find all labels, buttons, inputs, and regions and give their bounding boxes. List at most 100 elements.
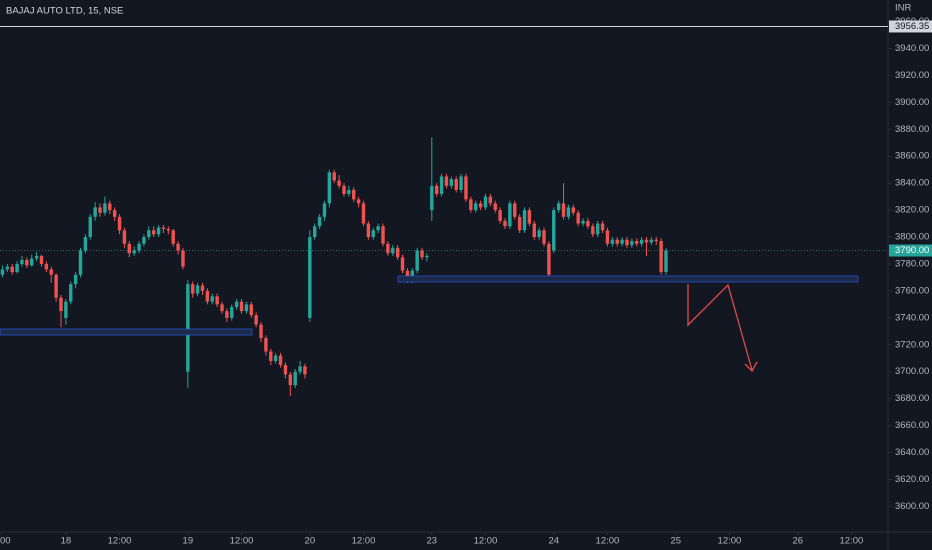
y-tick-label: 3900.00 (895, 97, 929, 108)
candle-body (230, 307, 234, 318)
candle-body (78, 250, 83, 275)
candle-body (610, 239, 615, 244)
candle-body (288, 374, 293, 386)
candle-body (186, 284, 190, 372)
candle-body (469, 199, 473, 211)
candle-body (283, 364, 288, 375)
candle-body (464, 176, 468, 200)
candle-body (122, 230, 127, 244)
candle-body (361, 203, 366, 224)
candle-body (532, 223, 536, 238)
candle-body (444, 176, 449, 186)
candle-body (181, 250, 185, 267)
candle-body (93, 207, 97, 217)
x-tick-label: 12:00 (230, 536, 254, 547)
candle-body (142, 237, 146, 244)
candle-body (561, 203, 566, 217)
candle-body (581, 220, 585, 224)
y-tick-label: 3620.00 (895, 474, 929, 485)
candle-body (395, 247, 400, 258)
candle-body (269, 351, 273, 361)
candle-body (410, 270, 414, 281)
candle-body (210, 296, 214, 302)
candle-body (425, 255, 429, 258)
candle-body (83, 237, 88, 251)
candle-body (64, 301, 68, 318)
y-tick-label: 3660.00 (895, 420, 929, 431)
candle-body (317, 216, 322, 227)
y-tick-label: 3600.00 (895, 501, 929, 512)
candle-body (654, 239, 658, 242)
candle-body (273, 355, 278, 361)
candle-body (620, 239, 624, 244)
candle-body (151, 230, 156, 235)
x-tick-label: 12:00 (840, 536, 864, 547)
x-tick-label: 12:00 (596, 536, 620, 547)
candle-body (239, 301, 244, 312)
candle-body (659, 241, 663, 273)
candle-body (69, 284, 73, 302)
candle-body (171, 230, 175, 244)
candle-body (264, 338, 268, 352)
candle-body (132, 250, 136, 254)
x-tick-label: 12:00 (474, 536, 498, 547)
x-tick-label: 23 (427, 536, 438, 547)
candle-body (605, 230, 610, 244)
x-tick-label: 19 (183, 536, 194, 547)
candle-body (205, 290, 210, 302)
candle-body (312, 226, 317, 238)
x-tick-label: 12:00 (108, 536, 132, 547)
candle-body (459, 176, 463, 190)
candle-body (376, 226, 380, 231)
candle-body (420, 250, 424, 258)
y-tick-label: 3720.00 (895, 339, 929, 350)
candle-body (488, 196, 493, 204)
y-tick-label: 3760.00 (895, 285, 929, 296)
candle-body (30, 258, 34, 266)
candle-body (39, 255, 44, 264)
y-tick-label: 3740.00 (895, 312, 929, 323)
candle-body (332, 172, 336, 181)
candle-body (293, 371, 297, 386)
candle-body (571, 207, 576, 213)
candle-body (244, 304, 249, 312)
candle-body (259, 324, 263, 339)
candle-body (5, 266, 10, 270)
candle-body (215, 296, 219, 305)
candle-body (220, 304, 224, 312)
candle-body (10, 266, 14, 273)
candle-body (566, 207, 571, 217)
candle-body (635, 241, 639, 244)
x-tick-label: 26 (792, 536, 803, 547)
candle-body (112, 210, 117, 217)
candle-body (156, 227, 161, 235)
candle-body (522, 210, 527, 231)
candle-body (386, 243, 390, 254)
candle-body (356, 199, 361, 204)
candle-body (59, 297, 63, 312)
candle-body (405, 270, 410, 281)
candle-body (303, 366, 307, 375)
candle-body (556, 203, 561, 211)
x-tick-label: 20 (305, 536, 316, 547)
candle-body (278, 355, 283, 365)
x-tick-label: 18 (61, 536, 72, 547)
candle-body (25, 259, 29, 266)
candle-body (630, 241, 634, 246)
candle-body (430, 185, 434, 211)
candle-body (439, 176, 444, 194)
candle-body (381, 226, 385, 244)
candle-body (649, 239, 654, 243)
candle-body (88, 216, 92, 238)
candle-body (547, 243, 551, 275)
candle-body (434, 185, 439, 194)
y-tick-label: 3920.00 (895, 70, 929, 81)
candle-body (176, 243, 180, 251)
support-zone (397, 275, 859, 283)
candle-body (625, 239, 629, 246)
price-line-label: 3956.35 (895, 21, 929, 32)
candle-body (586, 220, 590, 227)
candle-body (127, 243, 132, 254)
candle-body (20, 259, 24, 264)
